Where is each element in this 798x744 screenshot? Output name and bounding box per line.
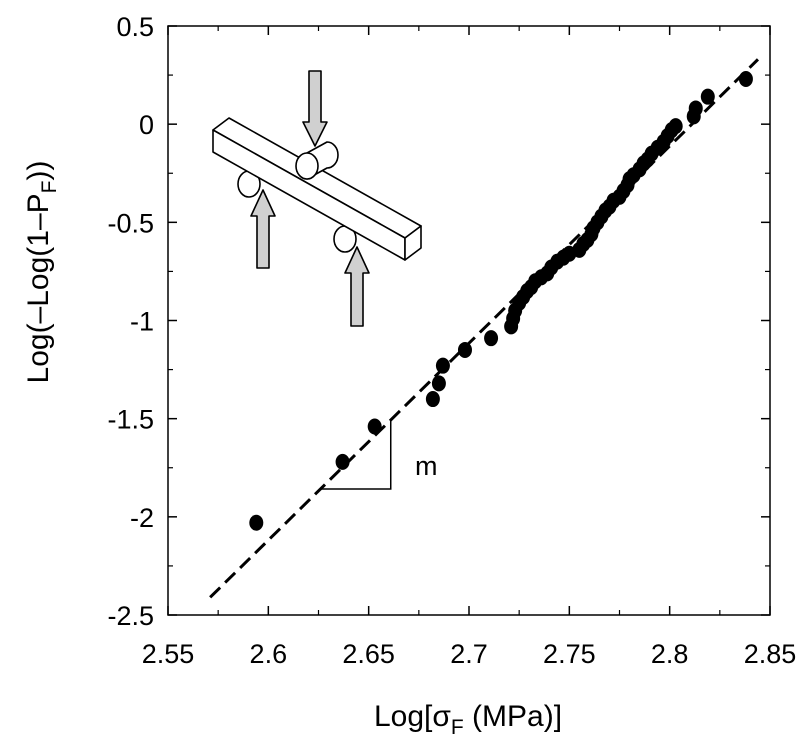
data-point [425,391,440,408]
x-tick-label: 2.55 [142,639,195,669]
axis-tick-labels: 2.55 2.6 2.65 2.7 2.75 2.8 2.85 0.5 0 -0.5 -1 -1.5 -… [107,12,796,669]
three-point-bend-test-icon [212,70,422,327]
y-axis-title-tail: )) [22,161,55,181]
slope-triangle-group [320,419,392,490]
y-tick-label: -2.5 [107,601,154,631]
x-tick-label: 2.6 [250,639,288,669]
slope-label: m [415,451,438,481]
data-point [457,341,472,358]
load-arrow-down-icon [302,70,328,147]
data-point [249,514,264,531]
y-tick-label: -1.5 [107,405,154,435]
x-tick-label: 2.75 [543,639,596,669]
reaction-arrow-left-icon [250,189,276,269]
x-axis-title-main: Log[σ [374,700,451,733]
x-axis-title-subscript: F [451,716,464,739]
x-tick-label: 2.85 [744,639,797,669]
data-points [249,71,753,531]
loading-roller-end [295,152,319,180]
y-tick-label: -2 [130,503,154,533]
data-point [738,71,753,88]
data-point [484,330,499,347]
x-axis-title-tail: (MPa)] [464,700,562,733]
x-tick-label: 2.7 [450,639,488,669]
y-axis-title-main: Log(–Log(1–P [22,193,55,383]
data-point [700,88,715,105]
slope-triangle [320,419,392,490]
reaction-arrow-right-icon [344,246,370,327]
y-axis-title: Log(–Log(1–PF)) [22,161,61,384]
fit-line [209,58,760,599]
data-point [367,418,382,435]
axis-ticks [167,25,771,616]
y-axis-title-subscript: F [38,181,61,194]
y-tick-label: -1 [130,307,154,337]
y-tick-label: 0 [139,110,154,140]
data-point [688,100,703,117]
data-point [435,357,450,374]
data-point [431,375,446,392]
x-axis-title: Log[σF (MPa)] [374,700,562,739]
y-tick-label: 0.5 [116,12,154,42]
beam-front-face [212,129,406,261]
fit-line-group [209,58,760,599]
x-tick-label: 2.8 [651,639,689,669]
y-tick-label: -0.5 [107,208,154,238]
data-point [668,118,683,135]
x-tick-label: 2.65 [342,639,395,669]
beam-end-face [404,225,422,261]
data-point [335,453,350,470]
